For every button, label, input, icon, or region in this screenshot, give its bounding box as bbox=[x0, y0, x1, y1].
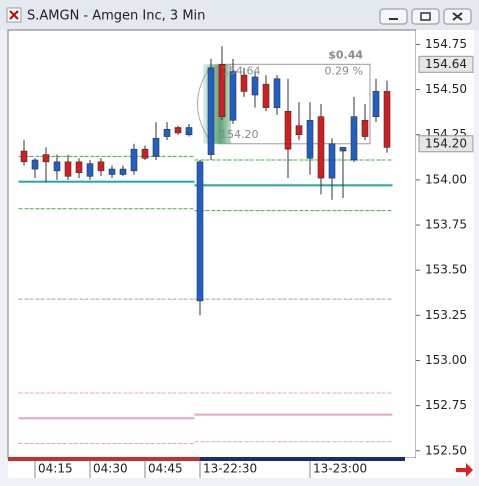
x-tick-label: 13-22:30 bbox=[203, 462, 257, 476]
candle-body bbox=[75, 161, 83, 173]
minimize-button[interactable] bbox=[379, 8, 408, 25]
candle-body bbox=[218, 64, 226, 117]
candle-body bbox=[174, 127, 182, 134]
restore-button[interactable] bbox=[411, 8, 440, 25]
window-title: S.AMGN - Amgen Inc, 3 Min bbox=[27, 9, 205, 24]
candle-body bbox=[383, 91, 391, 148]
candle-body bbox=[196, 161, 204, 302]
window-buttons[interactable] bbox=[379, 8, 472, 25]
candle-body bbox=[64, 161, 72, 177]
price-mark-label: 154.64 bbox=[425, 57, 467, 71]
measure-arc bbox=[197, 64, 213, 145]
candle-body bbox=[372, 91, 380, 117]
candle-body bbox=[207, 67, 215, 155]
scroll-arrow[interactable] bbox=[456, 463, 473, 477]
y-tick-label: 152.50 bbox=[425, 443, 467, 457]
y-tick-label: 154.75 bbox=[425, 37, 467, 51]
app-icon-mark bbox=[9, 10, 19, 20]
measure-change: $0.44 bbox=[328, 48, 363, 61]
candle-body bbox=[97, 161, 105, 172]
candle-body bbox=[295, 125, 303, 136]
session-bar bbox=[8, 457, 200, 461]
y-tick-label: 153.75 bbox=[425, 218, 467, 232]
x-tick-label: 04:30 bbox=[93, 462, 128, 476]
candle-body bbox=[229, 71, 237, 121]
candle-body bbox=[240, 74, 248, 92]
candle-body bbox=[185, 127, 193, 136]
candle-body bbox=[361, 119, 369, 137]
price-mark-box bbox=[418, 55, 474, 73]
candle-body bbox=[42, 154, 50, 163]
candle-body bbox=[339, 147, 347, 152]
y-axis-panel bbox=[416, 30, 474, 458]
candle-body bbox=[130, 148, 138, 172]
candle-body bbox=[284, 110, 292, 150]
candle-body bbox=[251, 76, 259, 96]
candle-body bbox=[53, 161, 61, 172]
restore-icon bbox=[420, 12, 431, 21]
x-tick-label: 04:45 bbox=[148, 462, 183, 476]
x-tick-label: 13-23:00 bbox=[313, 462, 367, 476]
plot: $0.44 0.29 % 154.64 154.20 bbox=[18, 46, 393, 445]
candle-body bbox=[141, 148, 149, 159]
candle-body bbox=[163, 129, 171, 137]
candle-body bbox=[262, 83, 270, 108]
measure-percent: 0.29 % bbox=[325, 64, 363, 77]
candle-body bbox=[350, 116, 358, 161]
candle-body bbox=[86, 163, 94, 177]
price-mark-label: 154.20 bbox=[425, 136, 467, 150]
measure-to: 154.20 bbox=[220, 128, 259, 141]
y-tick-label: 152.75 bbox=[425, 398, 467, 412]
y-tick-label: 153.00 bbox=[425, 353, 467, 367]
candle-body bbox=[152, 138, 160, 157]
candle-body bbox=[317, 116, 325, 179]
candle-body bbox=[306, 119, 314, 159]
candle-body bbox=[20, 150, 28, 163]
x-tick-label: 04:15 bbox=[38, 462, 73, 476]
measure-box bbox=[217, 63, 371, 145]
candle-body bbox=[108, 168, 116, 175]
candle-body bbox=[31, 159, 39, 170]
y-tick-label: 154.50 bbox=[425, 82, 467, 96]
y-tick-label: 154.00 bbox=[425, 172, 467, 186]
y-tick-label: 153.25 bbox=[425, 308, 467, 322]
session-bar bbox=[200, 457, 405, 461]
candle-body bbox=[328, 143, 336, 179]
candle-body bbox=[119, 168, 127, 175]
x-axis-panel bbox=[8, 458, 474, 478]
close-icon bbox=[452, 12, 463, 21]
y-tick-label: 153.50 bbox=[425, 263, 467, 277]
price-mark-box bbox=[418, 135, 474, 153]
candle-body bbox=[273, 78, 281, 108]
measure-from: 154.64 bbox=[222, 64, 261, 77]
measure-shade bbox=[203, 64, 231, 144]
